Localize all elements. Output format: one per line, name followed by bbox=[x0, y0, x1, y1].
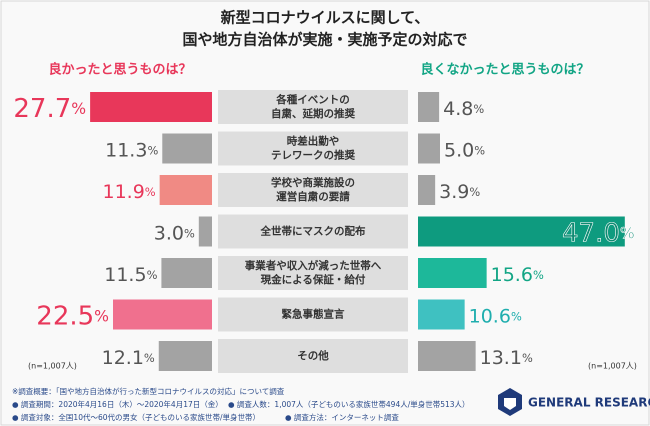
bar bbox=[418, 216, 625, 247]
category-box bbox=[218, 173, 408, 207]
bar bbox=[161, 258, 212, 288]
chart-title: 新型コロナウイルスに関して、 bbox=[221, 9, 430, 27]
category-label: その他 bbox=[297, 349, 329, 362]
legend-left: 良かったと思うものは？ bbox=[48, 62, 191, 78]
bar bbox=[90, 92, 212, 122]
value-label: 4.8% bbox=[443, 98, 484, 120]
category-label: 全世帯にマスクの配布 bbox=[260, 225, 366, 238]
brand: GENERAL RESEARCH bbox=[528, 396, 650, 410]
value-label: 13.1% bbox=[480, 347, 533, 369]
value-label: 15.6% bbox=[491, 264, 544, 286]
category-label: 時差出勤やテレワークの推奨 bbox=[271, 135, 355, 162]
category-label: 事業者や収入が減った世帯へ現金による保証・給付 bbox=[245, 259, 382, 286]
value-label: 11.3% bbox=[105, 139, 158, 161]
brand-logo bbox=[498, 388, 522, 416]
category-label: 緊急事態宣言 bbox=[282, 308, 345, 321]
category-label: 各種イベントの自粛、延期の推奨 bbox=[271, 93, 355, 120]
legend-right: 良くなかったと思うものは？ bbox=[420, 62, 589, 78]
bar bbox=[113, 299, 212, 330]
value-label: 11.5% bbox=[104, 264, 157, 286]
value-label: 3.0% bbox=[154, 222, 195, 244]
bar bbox=[158, 341, 212, 371]
footnote: ● 調査人数：1,007人（子どものいる家族世帯494人/単身世帯513人） bbox=[228, 399, 470, 409]
footnote: ※調査概要：「国や地方自治体が行った新型コロナウイルスの対応」について調査 bbox=[12, 386, 285, 396]
value-label: 12.1% bbox=[102, 347, 155, 369]
bar bbox=[418, 133, 440, 164]
category-box bbox=[218, 256, 408, 290]
category-box bbox=[218, 131, 408, 166]
bar bbox=[162, 133, 212, 164]
chart-title: 国や地方自治体が実施・実施予定の対応で bbox=[182, 31, 467, 49]
value-label: 3.9% bbox=[439, 181, 480, 203]
category-box bbox=[218, 297, 408, 332]
footnote: ● 調査対象：全国10代～60代の男女（子どものいる家族世帯/単身世帯） bbox=[12, 412, 260, 422]
value-label: 47.0% bbox=[562, 218, 635, 248]
footnote: ● 調査期間：2020年4月16日（木）～2020年4月17日（金） bbox=[12, 399, 223, 409]
bar bbox=[198, 216, 212, 247]
value-label: 5.0% bbox=[444, 139, 485, 161]
category-box bbox=[218, 339, 408, 373]
value-label: 27.7% bbox=[13, 94, 86, 124]
bar bbox=[418, 341, 476, 371]
bar bbox=[418, 299, 465, 330]
value-label: 22.5% bbox=[36, 301, 109, 331]
bar bbox=[418, 258, 487, 288]
bar bbox=[418, 92, 440, 122]
footnote: ● 調査方法：インターネット調査 bbox=[285, 412, 399, 422]
bar bbox=[418, 175, 436, 205]
sample-note: (n=1,007人) bbox=[588, 362, 637, 371]
category-box bbox=[218, 90, 408, 124]
value-label: 11.9% bbox=[102, 181, 155, 203]
category-label: 学校や商業施設の運営自粛の要請 bbox=[271, 176, 355, 203]
sample-note: (n=1,007人) bbox=[28, 362, 77, 371]
category-box bbox=[218, 214, 408, 249]
value-label: 10.6% bbox=[469, 305, 522, 327]
bar bbox=[159, 175, 212, 205]
